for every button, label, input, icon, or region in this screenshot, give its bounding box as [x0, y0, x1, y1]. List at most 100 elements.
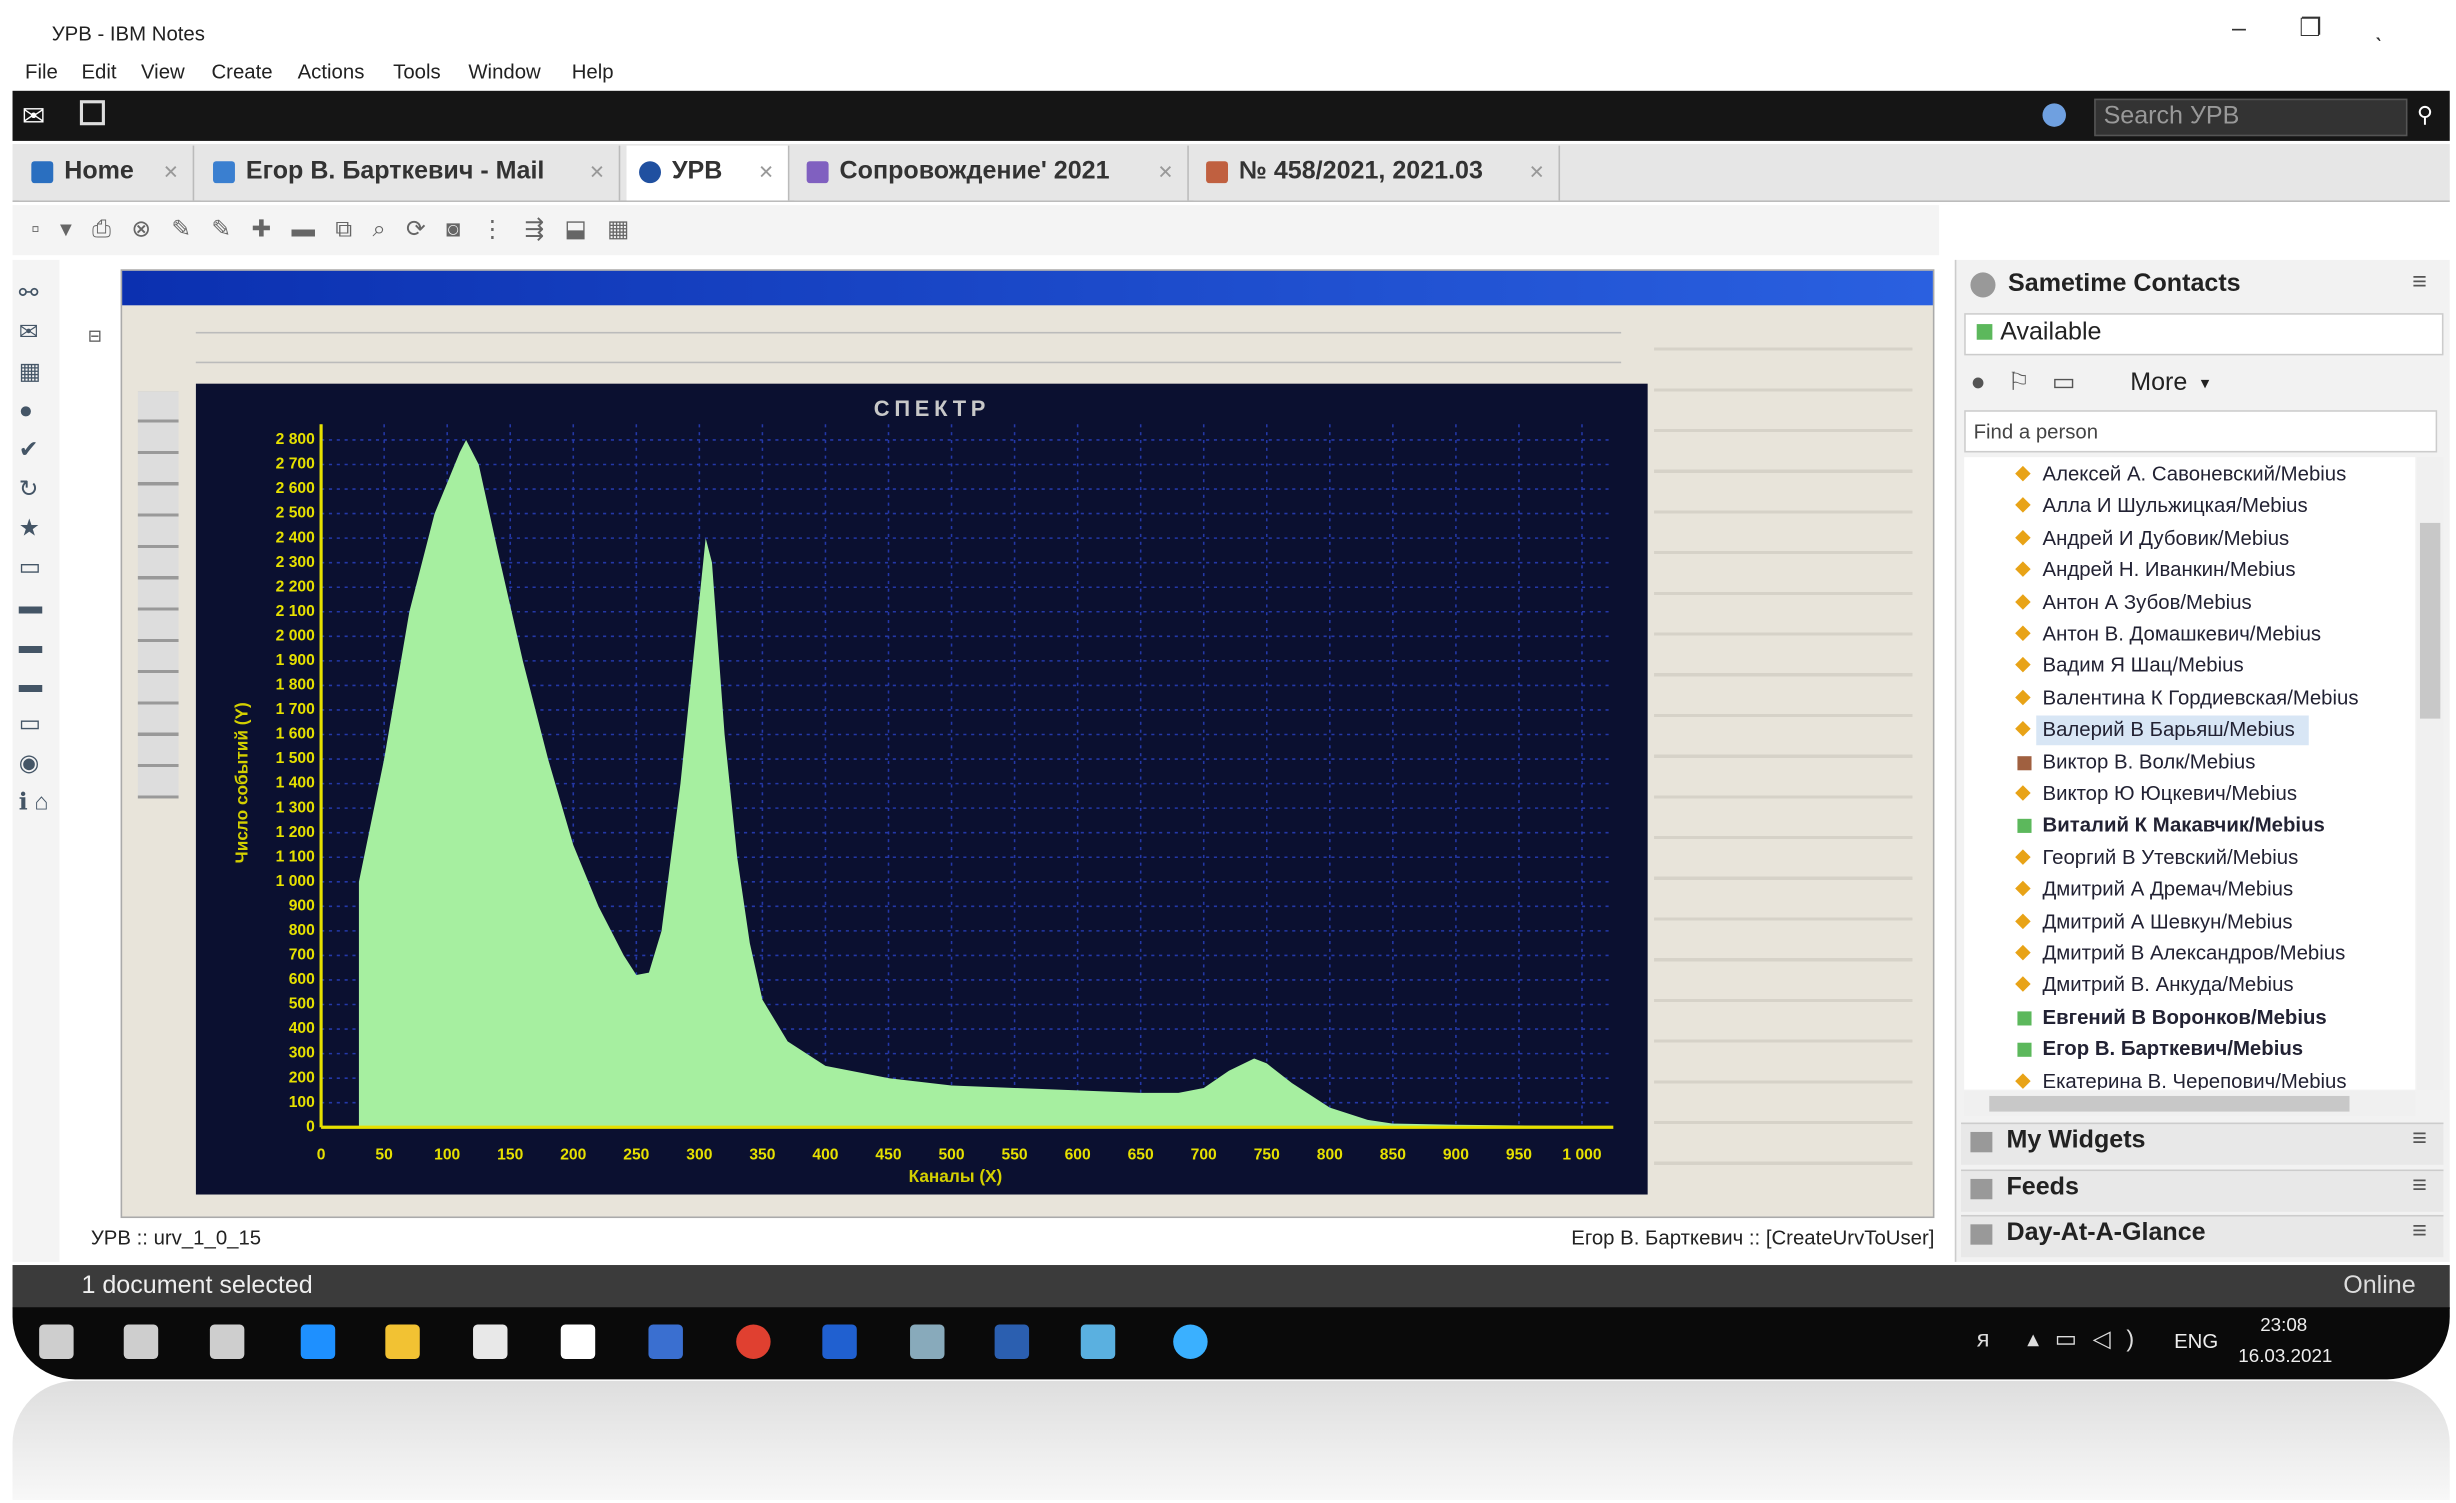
taskbar-icon[interactable] [210, 1325, 244, 1359]
taskbar-icon[interactable] [301, 1325, 335, 1359]
contact[interactable]: Виктор Ю Юцкевич/Mebius [2042, 781, 2297, 804]
app-side-panel [1654, 310, 1912, 1202]
y-tick-label: 2 300 [276, 554, 315, 571]
contact[interactable]: Вадим Я Шац/Mebius [2042, 653, 2243, 676]
title: УРВ - IBM Notes [52, 22, 205, 45]
menu-item[interactable]: Window [468, 59, 540, 82]
contact[interactable]: Антон В. Домашкевич/Mebius [2042, 622, 2321, 645]
contact[interactable]: Георгий В Утевский/Mebius [2042, 845, 2298, 868]
x-tick-label: 900 [1443, 1147, 1469, 1164]
status-icon [2017, 1043, 2031, 1057]
tab-label[interactable]: Егор В. Барткевич - Mail [246, 158, 544, 186]
x-tick-label: 600 [1065, 1147, 1091, 1164]
contact[interactable]: Виталий К Макавчик/Mebius [2042, 813, 2324, 836]
y-tick-label: 700 [289, 947, 315, 964]
x-tick-label: 250 [623, 1147, 649, 1164]
status-icon [2015, 626, 2031, 641]
taskbar-icon[interactable] [995, 1325, 1029, 1359]
menu-item[interactable]: Edit [81, 59, 116, 82]
menu-item[interactable]: Help [572, 59, 614, 82]
contact[interactable]: Дмитрий В. Анкуда/Mebius [2042, 973, 2293, 996]
contact[interactable]: Екатерина В. Черепович/Mebius [2042, 1069, 2346, 1090]
calendar-icon[interactable] [80, 100, 105, 125]
tab-label[interactable]: № 458/2021, 2021.03 [1239, 158, 1483, 186]
date: 16.03.2021 [2238, 1345, 2332, 1367]
y-tick-label: 800 [289, 922, 315, 939]
taskbar-icon[interactable] [39, 1325, 73, 1359]
taskbar-icon[interactable] [1173, 1325, 1207, 1359]
chart-title: СПЕКТР [874, 396, 990, 421]
panel-title[interactable]: Feeds [2006, 1173, 2078, 1201]
tab-label[interactable]: УРВ [672, 158, 722, 186]
contact[interactable]: Андрей И Дубовик/Mebius [2042, 526, 2289, 549]
taskbar-icon[interactable] [385, 1325, 419, 1359]
tab-close[interactable]: ✕ [1529, 161, 1545, 183]
status-icon [2015, 849, 2031, 864]
y-tick-label: 2 700 [276, 456, 315, 473]
contact[interactable]: Алексей А. Савоневский/Mebius [2042, 462, 2346, 485]
panel-title[interactable]: My Widgets [2006, 1127, 2145, 1155]
search-icon[interactable]: ⚲ [2417, 102, 2433, 129]
taskbar-icon[interactable] [910, 1325, 944, 1359]
contact[interactable]: Дмитрий В Александров/Mebius [2042, 941, 2345, 964]
panel-menu[interactable]: ≡ [2412, 1172, 2427, 1200]
sametime-title: Sametime Contacts [2008, 271, 2241, 299]
tab-close[interactable]: ✕ [163, 161, 179, 183]
y-tick-label: 1 700 [276, 701, 315, 718]
panel-title[interactable]: Day-At-A-Glance [2006, 1220, 2205, 1248]
x-tick-label: 500 [938, 1147, 964, 1164]
contact[interactable]: Андрей Н. Иванкин/Mebius [2042, 558, 2295, 581]
contact[interactable]: Евгений В Воронков/Mebius [2042, 1005, 2326, 1028]
online[interactable]: Online [2343, 1273, 2415, 1301]
tab-icon [31, 161, 53, 183]
menu-icon[interactable]: ≡ [2412, 269, 2427, 297]
panel-menu[interactable]: ≡ [2412, 1126, 2427, 1154]
tab-icon [1206, 161, 1228, 183]
x-tick-label: 750 [1254, 1147, 1280, 1164]
more-button[interactable]: More [2130, 369, 2187, 397]
scroll-thumb[interactable] [2420, 523, 2440, 719]
contact[interactable]: Алла И Шульжицкая/Mebius [2042, 494, 2307, 517]
availability[interactable]: Available [2000, 319, 2101, 347]
taskbar-icon[interactable] [561, 1325, 595, 1359]
panel-menu[interactable]: ≡ [2412, 1218, 2427, 1246]
menu-item[interactable]: View [141, 59, 185, 82]
taskbar-icon[interactable] [473, 1325, 507, 1359]
contact[interactable]: Валентина К Гордиевская/Mebius [2042, 685, 2358, 708]
taskbar-icon[interactable] [1081, 1325, 1115, 1359]
menu-item[interactable]: File [25, 59, 58, 82]
contact-list: Алексей А. Савоневский/Mebius Алла И Шуль… [1964, 457, 2415, 1090]
x-tick-label: 200 [560, 1147, 586, 1164]
tab-close[interactable]: ✕ [758, 161, 774, 183]
taskbar-icon[interactable] [648, 1325, 682, 1359]
hscroll-thumb[interactable] [1989, 1096, 2349, 1112]
contact[interactable]: Антон А Зубов/Mebius [2042, 590, 2251, 613]
panel-icon [1970, 1224, 1992, 1244]
y-tick-label: 2 200 [276, 578, 315, 595]
mail-icon[interactable]: ✉ [22, 100, 46, 133]
tab-label[interactable]: Сопровождение' 2021 [840, 158, 1110, 186]
tab-close[interactable]: ✕ [589, 161, 605, 183]
contact[interactable]: Дмитрий А Дремач/Mebius [2042, 877, 2293, 900]
tab-close[interactable]: ✕ [1158, 161, 1174, 183]
taskbar-icon[interactable] [736, 1325, 770, 1359]
menu-item[interactable]: Create [211, 59, 272, 82]
menu-item[interactable]: Tools [393, 59, 441, 82]
contact[interactable]: Виктор В. Волк/Mebius [2042, 749, 2255, 772]
y-tick-label: 1 800 [276, 677, 315, 694]
collapse-icon[interactable]: ⊟ [88, 326, 102, 346]
tab-label[interactable]: Home [64, 158, 134, 186]
contact[interactable]: Дмитрий А Шевкун/Mebius [2042, 909, 2292, 932]
taskbar-icon[interactable] [822, 1325, 856, 1359]
window-controls: –❐ˎ [2232, 13, 2437, 44]
taskbar-icon[interactable] [124, 1325, 158, 1359]
menu-item[interactable]: Actions [298, 59, 365, 82]
y-tick-label: 1 600 [276, 726, 315, 743]
status-icon [2015, 530, 2031, 545]
contact[interactable]: Егор В. Барткевич/Mebius [2042, 1037, 2303, 1060]
y-tick-label: 1 900 [276, 652, 315, 669]
x-tick-label: 0 [317, 1147, 326, 1164]
x-tick-label: 350 [749, 1147, 775, 1164]
contact[interactable]: Валерий В Барьяш/Mebius [2042, 717, 2294, 740]
status-icon [2017, 819, 2031, 833]
